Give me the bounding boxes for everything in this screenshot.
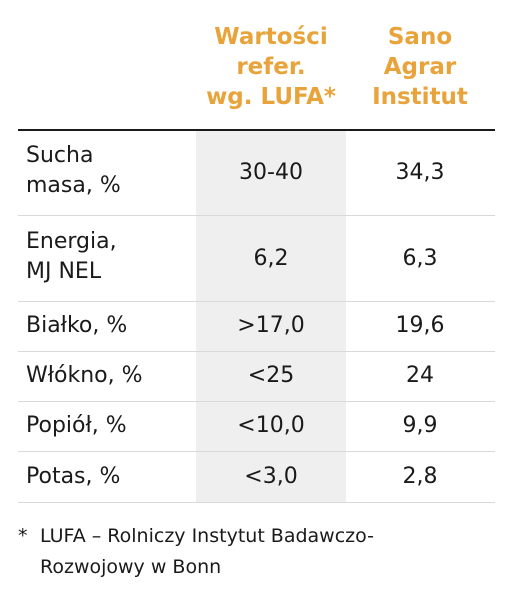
table-row-fiber: Włókno, % <25 24 <box>18 352 495 402</box>
footnote-line2: Rozwojowy w Bonn <box>40 556 222 578</box>
header-reference-values: Wartości refer. wg. LUFA* <box>196 22 346 112</box>
footnote-marker: * <box>18 525 28 547</box>
header-lab-line1: Sano <box>387 24 453 50</box>
reference-value: <3,0 <box>244 464 298 489</box>
footnote-line1: LUFA – Rolniczy Instytut Badawczo- <box>40 525 374 547</box>
row-label: Popiół, % <box>26 413 127 438</box>
table-row-potassium: Potas, % <3,0 2,8 <box>18 452 495 503</box>
reference-value: 6,2 <box>253 246 289 271</box>
row-label: Białko, % <box>26 313 128 338</box>
reference-value: <10,0 <box>237 413 305 438</box>
measured-value: 34,3 <box>395 160 445 185</box>
table-row-ash: Popiół, % <10,0 9,9 <box>18 402 495 452</box>
header-ref-line2: refer. <box>236 54 306 80</box>
table-row-dry-matter: Sucha masa, % 30-40 34,3 <box>18 131 495 216</box>
reference-value: 30-40 <box>239 160 303 185</box>
row-label: Energia, MJ NEL <box>26 227 117 287</box>
reference-column-shade <box>196 131 346 503</box>
header-lab-line2: Agrar <box>383 54 457 80</box>
header-sano-agrar-institut: Sano Agrar Institut <box>350 22 490 112</box>
measured-value: 19,6 <box>395 313 445 338</box>
table-top-rule <box>18 129 495 131</box>
measured-value: 6,3 <box>402 246 438 271</box>
header-ref-line3: wg. LUFA* <box>206 84 336 110</box>
measured-value: 2,8 <box>402 464 438 489</box>
row-label-line1: Energia, <box>26 229 117 254</box>
footnote: * LUFA – Rolniczy Instytut Badawczo- Roz… <box>18 521 498 583</box>
row-label: Włókno, % <box>26 363 143 388</box>
header-lab-line3: Institut <box>372 84 468 110</box>
row-label-line2: MJ NEL <box>26 259 102 284</box>
header-ref-line1: Wartości <box>214 24 328 50</box>
reference-value: >17,0 <box>237 313 305 338</box>
table-row-protein: Białko, % >17,0 19,6 <box>18 302 495 352</box>
row-label-line2: masa, % <box>26 173 121 198</box>
reference-value: <25 <box>247 363 295 388</box>
row-label-line1: Sucha <box>26 143 94 168</box>
row-label: Sucha masa, % <box>26 141 121 201</box>
measured-value: 24 <box>406 363 434 388</box>
measured-value: 9,9 <box>402 413 438 438</box>
table-row-energy: Energia, MJ NEL 6,2 6,3 <box>18 216 495 302</box>
row-label: Potas, % <box>26 464 121 489</box>
